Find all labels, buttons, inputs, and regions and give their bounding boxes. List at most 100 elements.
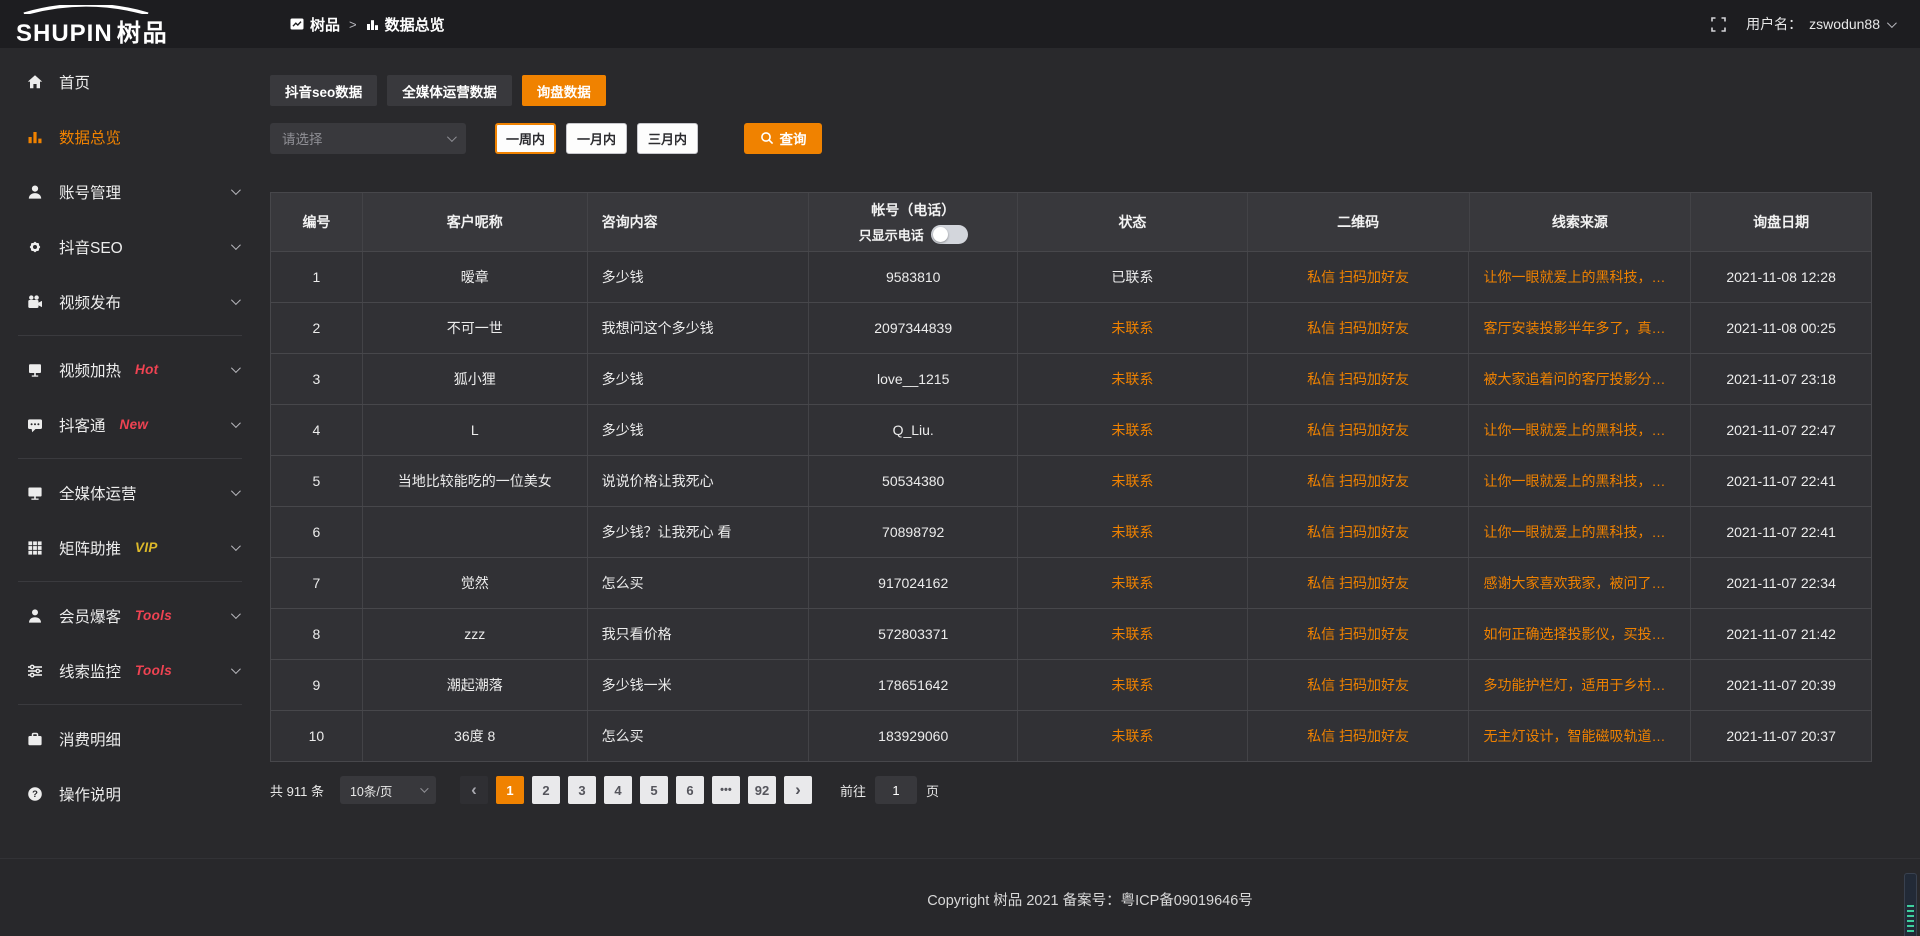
chevron-down-icon	[1886, 17, 1897, 28]
col-qrcode: 二维码	[1248, 193, 1470, 251]
table-row: 7 觉然 怎么买 917024162 未联系 私信 扫码加好友 感谢大家喜欢我家…	[271, 557, 1871, 608]
sidebar-item-clue-monitor[interactable]: 线索监控 Tools	[0, 643, 260, 698]
page-button-5[interactable]: 5	[639, 776, 668, 804]
source-link[interactable]: 让你一眼就爱上的黑科技，能...	[1483, 422, 1677, 438]
sidebar-item-all-media[interactable]: 全媒体运营	[0, 465, 260, 520]
total-count: 共 911 条	[270, 783, 324, 799]
source-link[interactable]: 多功能护栏灯，适用于乡村文...	[1483, 677, 1677, 693]
table-row: 3 狐小狸 多少钱 love__1215 未联系 私信 扫码加好友 被大家追着问…	[271, 353, 1871, 404]
sidebar-item-label: 线索监控	[59, 663, 122, 681]
phone-toggle-label: 只显示电话	[858, 228, 924, 243]
chevron-down-icon	[230, 240, 241, 251]
qrcode-link[interactable]: 私信 扫码加好友	[1307, 320, 1410, 336]
sidebar-item-label: 视频发布	[59, 294, 122, 312]
source-link[interactable]: 感谢大家喜欢我家，被问了好...	[1483, 575, 1677, 591]
qrcode-link[interactable]: 私信 扫码加好友	[1307, 524, 1410, 540]
page-button-6[interactable]: 6	[675, 776, 704, 804]
col-status: 状态	[1018, 193, 1248, 251]
table-row: 4 L 多少钱 Q_Liu. 未联系 私信 扫码加好友 让你一眼就爱上的黑科技，…	[271, 404, 1871, 455]
source-link[interactable]: 让你一眼就爱上的黑科技，能...	[1483, 524, 1677, 540]
period-month-button[interactable]: 一月内	[566, 122, 628, 154]
qrcode-link[interactable]: 私信 扫码加好友	[1307, 269, 1410, 285]
page-button-92[interactable]: 92	[747, 776, 776, 804]
cell-content: 我只看价格	[588, 609, 810, 659]
sidebar-item-doukertong[interactable]: 抖客通 New	[0, 397, 260, 452]
qrcode-link[interactable]: 私信 扫码加好友	[1307, 422, 1410, 438]
qrcode-link[interactable]: 私信 扫码加好友	[1307, 677, 1410, 693]
page-button-2[interactable]: 2	[531, 776, 560, 804]
tab-douyin-seo-data[interactable]: 抖音seo数据	[270, 75, 378, 106]
sidebar-divider	[18, 335, 242, 336]
source-link[interactable]: 客厅安装投影半年多了，真实...	[1483, 320, 1677, 336]
sidebar-item-instructions[interactable]: ? 操作说明	[0, 766, 260, 821]
sidebar-item-matrix-boost[interactable]: 矩阵助推 VIP	[0, 520, 260, 575]
chevron-down-icon	[230, 185, 241, 196]
qrcode-link[interactable]: 私信 扫码加好友	[1307, 473, 1410, 489]
next-page-button[interactable]: ›	[783, 776, 812, 804]
app-logo: SHUPIN 树品	[0, 0, 260, 48]
source-link[interactable]: 被大家追着问的客厅投影分享...	[1483, 371, 1677, 387]
sidebar-divider	[18, 704, 242, 705]
breadcrumb-root[interactable]: 树品	[290, 14, 340, 35]
pagination: 共 911 条 10条/页 ‹ 1 2 3 4 5 6 ••• 92 › 前往 …	[270, 776, 939, 804]
qrcode-link[interactable]: 私信 扫码加好友	[1307, 626, 1410, 642]
sidebar-item-label: 数据总览	[59, 129, 122, 147]
page-button-4[interactable]: 4	[603, 776, 632, 804]
period-week-button[interactable]: 一周内	[495, 122, 557, 154]
page-size-value: 10条/页	[349, 784, 393, 799]
page-button-1[interactable]: 1	[495, 776, 524, 804]
qrcode-link[interactable]: 私信 扫码加好友	[1307, 575, 1410, 591]
logo-en: SHUPIN	[16, 20, 113, 47]
page-button-3[interactable]: 3	[567, 776, 596, 804]
user-menu[interactable]: 用户名： zswodun88	[1746, 14, 1897, 34]
sidebar-item-data-overview[interactable]: 数据总览	[0, 109, 260, 164]
sidebar-item-video-heat[interactable]: 视频加热 Hot	[0, 342, 260, 397]
phone-only-toggle[interactable]	[930, 225, 968, 244]
status-uncontacted: 未联系	[1018, 303, 1248, 353]
query-button[interactable]: 查询	[744, 122, 823, 154]
tools-badge: Tools	[135, 608, 173, 623]
goto-page-input[interactable]	[874, 776, 917, 804]
svg-text:?: ?	[32, 789, 38, 800]
cell-id: 7	[271, 558, 363, 608]
cell-account: 572803371	[809, 609, 1019, 659]
sidebar-item-account-mgmt[interactable]: 账号管理	[0, 164, 260, 219]
source-link[interactable]: 让你一眼就爱上的黑科技，能...	[1483, 473, 1677, 489]
account-select[interactable]: 请选择	[270, 122, 466, 154]
col-account: 帐号（电话） 只显示电话	[809, 193, 1019, 251]
cell-nickname: 暧章	[363, 252, 588, 302]
page-size-select[interactable]: 10条/页	[339, 776, 436, 804]
table-row: 2 不可一世 我想问这个多少钱 2097344839 未联系 私信 扫码加好友 …	[271, 302, 1871, 353]
cell-nickname	[363, 507, 588, 557]
qrcode-link[interactable]: 私信 扫码加好友	[1307, 728, 1410, 744]
tab-all-media-data[interactable]: 全媒体运营数据	[387, 75, 512, 106]
side-widget[interactable]	[1904, 873, 1917, 936]
sidebar-item-label: 全媒体运营	[59, 485, 137, 503]
period-buttons: 一周内 一月内 三月内	[495, 122, 699, 154]
sidebar-item-video-publish[interactable]: 视频发布	[0, 274, 260, 329]
tab-inquiry-data[interactable]: 询盘数据	[521, 75, 606, 106]
cell-content: 多少钱一米	[588, 660, 810, 710]
sidebar: 首页 数据总览 账号管理 抖音SEO 视频发布 视频加热 Hot 抖客通 New…	[0, 48, 260, 936]
period-quarter-button[interactable]: 三月内	[637, 122, 699, 154]
sidebar-item-home[interactable]: 首页	[0, 54, 260, 109]
cell-date: 2021-11-07 22:41	[1726, 524, 1836, 540]
prev-page-button[interactable]: ‹	[459, 776, 488, 804]
sidebar-item-consumption-detail[interactable]: 消费明细	[0, 711, 260, 766]
monitor-icon	[26, 485, 44, 501]
source-link[interactable]: 如何正确选择投影仪，买投影...	[1483, 626, 1677, 642]
sidebar-item-member-burst[interactable]: 会员爆客 Tools	[0, 588, 260, 643]
source-link[interactable]: 无主灯设计，智能磁吸轨道灯...	[1483, 728, 1677, 744]
chevron-down-icon	[446, 131, 457, 142]
source-link[interactable]: 让你一眼就爱上的黑科技，能...	[1483, 269, 1677, 285]
col-nickname: 客户呢称	[363, 193, 588, 251]
qrcode-link[interactable]: 私信 扫码加好友	[1307, 371, 1410, 387]
more-pages-button[interactable]: •••	[711, 776, 740, 804]
breadcrumb-current[interactable]: 数据总览	[366, 14, 445, 35]
logo-text: SHUPIN 树品	[16, 13, 169, 48]
person-icon	[26, 608, 44, 624]
fullscreen-icon[interactable]	[1711, 16, 1726, 32]
sidebar-item-douyin-seo[interactable]: 抖音SEO	[0, 219, 260, 274]
status-uncontacted: 未联系	[1018, 456, 1248, 506]
cell-id: 9	[271, 660, 363, 710]
